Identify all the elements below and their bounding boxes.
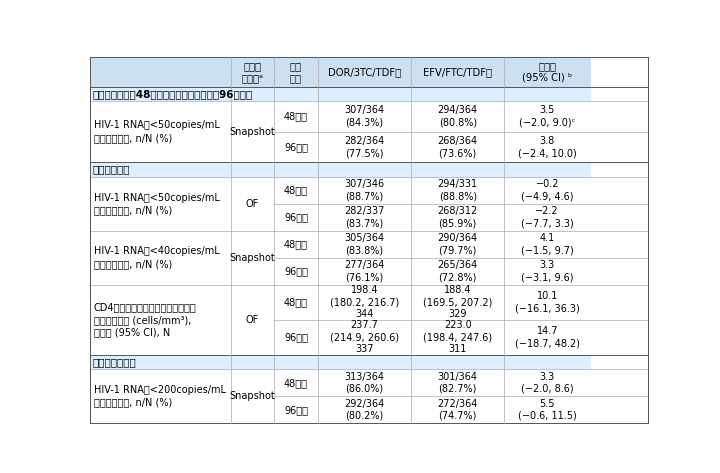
Bar	[504, 177, 590, 231]
Text: 307/364
(84.3%): 307/364 (84.3%)	[344, 105, 384, 128]
Text: 測定
時期: 測定 時期	[290, 61, 302, 83]
Bar	[318, 355, 411, 369]
Text: 96週時: 96週時	[284, 332, 308, 342]
Text: 群間差
(95% CI) ᵇ: 群間差 (95% CI) ᵇ	[522, 61, 572, 83]
Bar	[90, 285, 230, 355]
Text: 96週時: 96週時	[284, 266, 308, 276]
Text: −2.2
(−7.7, 3.3): −2.2 (−7.7, 3.3)	[521, 206, 574, 228]
Text: CD4陽性リンパ球数のベースライン
からの変化量 (cells/mm³),
平均値 (95% CI), N: CD4陽性リンパ球数のベースライン からの変化量 (cells/mm³), 平均…	[94, 302, 197, 338]
Bar	[230, 355, 274, 369]
Text: 294/331
(88.8%): 294/331 (88.8%)	[438, 179, 478, 201]
Text: 48週時: 48週時	[284, 297, 308, 307]
Text: Snapshot: Snapshot	[230, 253, 275, 263]
Text: 268/312
(85.9%): 268/312 (85.9%)	[438, 206, 478, 228]
Text: 277/364
(76.1%): 277/364 (76.1%)	[344, 260, 384, 282]
Bar	[230, 285, 274, 355]
Text: 欠測値
の扱いᵃ: 欠測値 の扱いᵃ	[241, 61, 264, 83]
Text: 237.7
(214.9, 260.6)
337: 237.7 (214.9, 260.6) 337	[330, 320, 399, 354]
Bar	[274, 57, 318, 87]
Bar	[411, 162, 504, 177]
Bar	[274, 87, 318, 101]
Bar	[504, 285, 590, 355]
Bar	[504, 57, 590, 87]
Text: 307/346
(88.7%): 307/346 (88.7%)	[344, 179, 384, 201]
Text: 292/364
(80.2%): 292/364 (80.2%)	[344, 399, 384, 420]
Text: 3.3
(−3.1, 9.6): 3.3 (−3.1, 9.6)	[521, 260, 574, 282]
Text: 294/364
(80.8%): 294/364 (80.8%)	[438, 105, 478, 128]
Text: 14.7
(−18.7, 48.2): 14.7 (−18.7, 48.2)	[515, 326, 580, 348]
Bar	[90, 355, 230, 369]
Text: HIV-1 RNA量<50copies/mL
の患者の割合, n/N (%): HIV-1 RNA量<50copies/mL の患者の割合, n/N (%)	[94, 193, 220, 215]
Bar	[230, 87, 274, 101]
Bar	[411, 369, 504, 423]
Bar	[230, 177, 274, 231]
Text: 3.8
(−2.4, 10.0): 3.8 (−2.4, 10.0)	[518, 136, 577, 158]
Bar	[90, 369, 230, 423]
Bar	[504, 87, 590, 101]
Bar	[318, 369, 411, 423]
Bar	[230, 57, 274, 87]
Text: 282/337
(83.7%): 282/337 (83.7%)	[344, 206, 384, 228]
Text: 副次評価項目: 副次評価項目	[93, 165, 130, 175]
Bar	[411, 57, 504, 87]
Bar	[318, 177, 411, 231]
Bar	[90, 57, 230, 87]
Bar	[318, 101, 411, 162]
Bar	[230, 231, 274, 285]
Bar	[411, 285, 504, 355]
Text: OF: OF	[246, 315, 259, 325]
Text: Snapshot: Snapshot	[230, 391, 275, 401]
Text: 探索的評価項目: 探索的評価項目	[93, 357, 137, 367]
Text: −0.2
(−4.9, 4.6): −0.2 (−4.9, 4.6)	[521, 179, 574, 201]
Bar	[411, 177, 504, 231]
Text: 主要評価項目（48週時）／副次評価項目（96週時）: 主要評価項目（48週時）／副次評価項目（96週時）	[93, 89, 253, 99]
Text: HIV-1 RNA量<200copies/mL
の患者の割合, n/N (%): HIV-1 RNA量<200copies/mL の患者の割合, n/N (%)	[94, 385, 226, 408]
Text: 5.5
(−0.6, 11.5): 5.5 (−0.6, 11.5)	[518, 399, 577, 420]
Bar	[504, 101, 590, 162]
Bar	[230, 369, 274, 423]
Bar	[90, 177, 230, 231]
Bar	[411, 101, 504, 162]
Text: HIV-1 RNA量<40copies/mL
の患者の割合, n/N (%): HIV-1 RNA量<40copies/mL の患者の割合, n/N (%)	[94, 246, 220, 269]
Bar	[230, 162, 274, 177]
Text: 198.4
(180.2, 216.7)
344: 198.4 (180.2, 216.7) 344	[330, 285, 399, 319]
Text: OF: OF	[246, 199, 259, 209]
Text: 96週時: 96週時	[284, 142, 308, 152]
Text: HIV-1 RNA量<50copies/mL
の患者の割合, n/N (%): HIV-1 RNA量<50copies/mL の患者の割合, n/N (%)	[94, 121, 220, 143]
Bar	[274, 177, 318, 231]
Bar	[504, 355, 590, 369]
Text: 48週時: 48週時	[284, 112, 308, 122]
Bar	[90, 87, 230, 101]
Text: DOR/3TC/TDF群: DOR/3TC/TDF群	[328, 67, 401, 77]
Bar	[411, 231, 504, 285]
Bar	[318, 87, 411, 101]
Bar	[90, 231, 230, 285]
Bar	[318, 231, 411, 285]
Text: 290/364
(79.7%): 290/364 (79.7%)	[438, 233, 478, 255]
Text: 48週時: 48週時	[284, 185, 308, 195]
Bar	[90, 162, 230, 177]
Text: 301/364
(82.7%): 301/364 (82.7%)	[438, 372, 478, 394]
Text: 3.3
(−2.0, 8.6): 3.3 (−2.0, 8.6)	[521, 372, 574, 394]
Bar	[90, 101, 230, 162]
Text: 272/364
(74.7%): 272/364 (74.7%)	[438, 399, 478, 420]
Bar	[411, 355, 504, 369]
Bar	[274, 231, 318, 285]
Text: 96週時: 96週時	[284, 212, 308, 222]
Text: 3.5
(−2.0, 9.0)ᶜ: 3.5 (−2.0, 9.0)ᶜ	[519, 105, 575, 128]
Bar	[274, 101, 318, 162]
Text: 265/364
(72.8%): 265/364 (72.8%)	[438, 260, 478, 282]
Text: EFV/FTC/TDF群: EFV/FTC/TDF群	[423, 67, 492, 77]
Bar	[504, 231, 590, 285]
Text: 48週時: 48週時	[284, 378, 308, 388]
Bar	[274, 285, 318, 355]
Bar	[274, 369, 318, 423]
Bar	[318, 162, 411, 177]
Text: Snapshot: Snapshot	[230, 127, 275, 137]
Bar	[230, 101, 274, 162]
Bar	[274, 162, 318, 177]
Text: 305/364
(83.8%): 305/364 (83.8%)	[344, 233, 384, 255]
Text: 223.0
(198.4, 247.6)
311: 223.0 (198.4, 247.6) 311	[423, 320, 492, 354]
Text: 10.1
(−16.1, 36.3): 10.1 (−16.1, 36.3)	[515, 291, 580, 313]
Bar	[504, 369, 590, 423]
